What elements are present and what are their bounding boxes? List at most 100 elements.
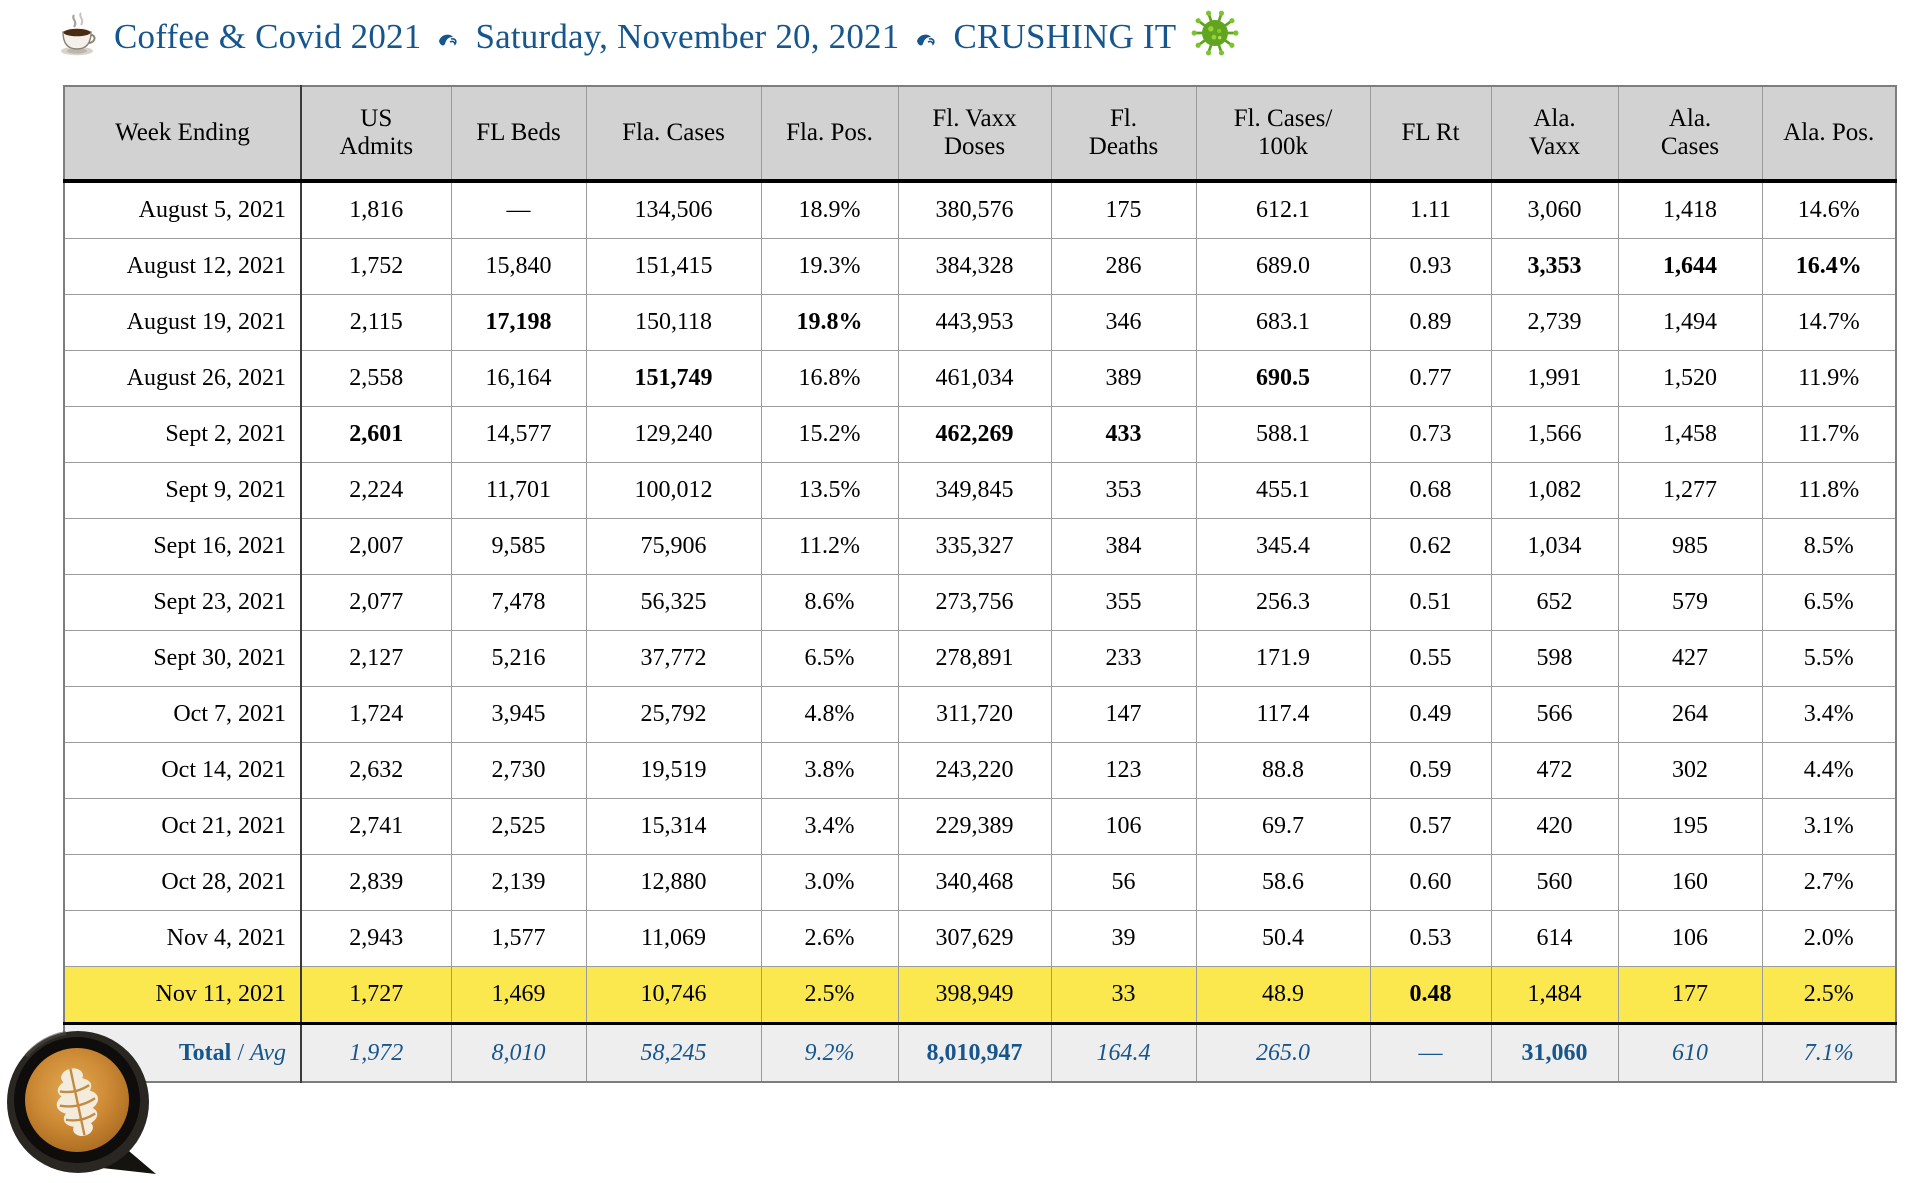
value-cell: 652 [1490, 574, 1619, 631]
page-title: Coffee & Covid 2021 Saturday, November 2… [54, 6, 1240, 68]
value-cell: 3.4% [1761, 686, 1897, 743]
value-cell: 14.6% [1761, 180, 1897, 239]
value-cell: 443,953 [897, 294, 1052, 351]
value-cell: 311,720 [897, 686, 1052, 743]
value-cell: 1,494 [1617, 294, 1763, 351]
total-value-cell: 8,010,947 [897, 1022, 1052, 1083]
total-value-cell: 610 [1617, 1022, 1763, 1083]
value-cell: 264 [1617, 686, 1763, 743]
total-value-cell: 7.1% [1761, 1022, 1897, 1083]
value-cell: 9,585 [450, 518, 587, 575]
week-ending-cell: Sept 16, 2021 [63, 518, 302, 575]
value-cell: 15,314 [585, 798, 762, 855]
value-cell: 1,724 [300, 686, 452, 743]
total-label-bold: Total [178, 1039, 232, 1066]
value-cell: 0.51 [1369, 574, 1492, 631]
table-row: Sept 9, 2021 2,224 11,701 100,012 13.5% 349,8… [63, 462, 1897, 519]
value-cell: 0.89 [1369, 294, 1492, 351]
value-cell: 3.8% [760, 742, 899, 799]
value-cell: 340,468 [897, 854, 1052, 911]
value-cell: 58.6 [1195, 854, 1371, 911]
value-cell: 33 [1050, 966, 1197, 1024]
value-cell: 560 [1490, 854, 1619, 911]
value-cell: 1,034 [1490, 518, 1619, 575]
total-label-italic: Avg [250, 1039, 286, 1066]
value-cell: 461,034 [897, 350, 1052, 407]
value-cell: 420 [1490, 798, 1619, 855]
week-ending-cell: Oct 7, 2021 [63, 686, 302, 743]
value-cell: 472 [1490, 742, 1619, 799]
value-cell: 2.5% [760, 966, 899, 1024]
week-ending-cell: Nov 11, 2021 [63, 966, 302, 1024]
value-cell: 380,576 [897, 180, 1052, 239]
table-row: Oct 21, 2021 2,741 2,525 15,314 3.4% 229,389 1… [63, 798, 1897, 855]
value-cell: 160 [1617, 854, 1763, 911]
value-cell: 175 [1050, 180, 1197, 239]
table-row: Oct 28, 2021 2,839 2,139 12,880 3.0% 340,468 5… [63, 854, 1897, 911]
value-cell: 345.4 [1195, 518, 1371, 575]
value-cell: 2,741 [300, 798, 452, 855]
value-cell: 3.1% [1761, 798, 1897, 855]
value-cell: 0.55 [1369, 630, 1492, 687]
value-cell: 14,577 [450, 406, 587, 463]
week-ending-cell: August 5, 2021 [63, 180, 302, 239]
value-cell: 2,739 [1490, 294, 1619, 351]
value-cell: 2,224 [300, 462, 452, 519]
value-cell: 1,752 [300, 238, 452, 295]
fleuron-icon [437, 19, 459, 59]
coffee-cup-icon [54, 9, 100, 66]
value-cell: 3,060 [1490, 180, 1619, 239]
value-cell: 0.73 [1369, 406, 1492, 463]
value-cell: 1,727 [300, 966, 452, 1024]
value-cell: 2.6% [760, 910, 899, 967]
column-header: Ala. Pos. [1761, 85, 1897, 183]
fleuron-icon [915, 19, 937, 59]
value-cell: 134,506 [585, 180, 762, 239]
total-value-cell: 31,060 [1490, 1022, 1619, 1083]
table-row: Sept 23, 2021 2,077 7,478 56,325 8.6% 273,756… [63, 574, 1897, 631]
value-cell: 614 [1490, 910, 1619, 967]
value-cell: 17,198 [450, 294, 587, 351]
value-cell: 398,949 [897, 966, 1052, 1024]
value-cell: 462,269 [897, 406, 1052, 463]
value-cell: 12,880 [585, 854, 762, 911]
value-cell: 985 [1617, 518, 1763, 575]
value-cell: 1,277 [1617, 462, 1763, 519]
week-ending-cell: Sept 30, 2021 [63, 630, 302, 687]
title-text-1: Coffee & Covid 2021 [114, 17, 422, 56]
value-cell: 1,991 [1490, 350, 1619, 407]
value-cell: 50.4 [1195, 910, 1371, 967]
value-cell: 11,701 [450, 462, 587, 519]
value-cell: 150,118 [585, 294, 762, 351]
value-cell: 566 [1490, 686, 1619, 743]
value-cell: 349,845 [897, 462, 1052, 519]
value-cell: 16,164 [450, 350, 587, 407]
value-cell: 278,891 [897, 630, 1052, 687]
table-row: August 5, 2021 1,816—134,506 18.9% 380,576 1… [63, 180, 1897, 239]
value-cell: 39 [1050, 910, 1197, 967]
value-cell: 273,756 [897, 574, 1052, 631]
value-cell: 2.7% [1761, 854, 1897, 911]
value-cell: 2,115 [300, 294, 452, 351]
value-cell: 2,558 [300, 350, 452, 407]
value-cell: 2,943 [300, 910, 452, 967]
latte-art-photo [6, 1028, 158, 1183]
week-ending-cell: Sept 2, 2021 [63, 406, 302, 463]
week-ending-cell: Sept 9, 2021 [63, 462, 302, 519]
value-cell: 1,469 [450, 966, 587, 1024]
column-header: FL Beds [450, 85, 587, 183]
value-cell: 0.57 [1369, 798, 1492, 855]
column-header: Week Ending [63, 85, 302, 183]
column-header: Fl. Cases/ 100k [1195, 85, 1371, 183]
value-cell: 4.8% [760, 686, 899, 743]
value-cell: 455.1 [1195, 462, 1371, 519]
value-cell: 690.5 [1195, 350, 1371, 407]
title-text-3: CRUSHING IT [953, 17, 1177, 56]
value-cell: 13.5% [760, 462, 899, 519]
value-cell: 355 [1050, 574, 1197, 631]
week-ending-cell: Nov 4, 2021 [63, 910, 302, 967]
virus-icon [1190, 8, 1240, 67]
value-cell: 2,632 [300, 742, 452, 799]
value-cell: 75,906 [585, 518, 762, 575]
value-cell: 579 [1617, 574, 1763, 631]
